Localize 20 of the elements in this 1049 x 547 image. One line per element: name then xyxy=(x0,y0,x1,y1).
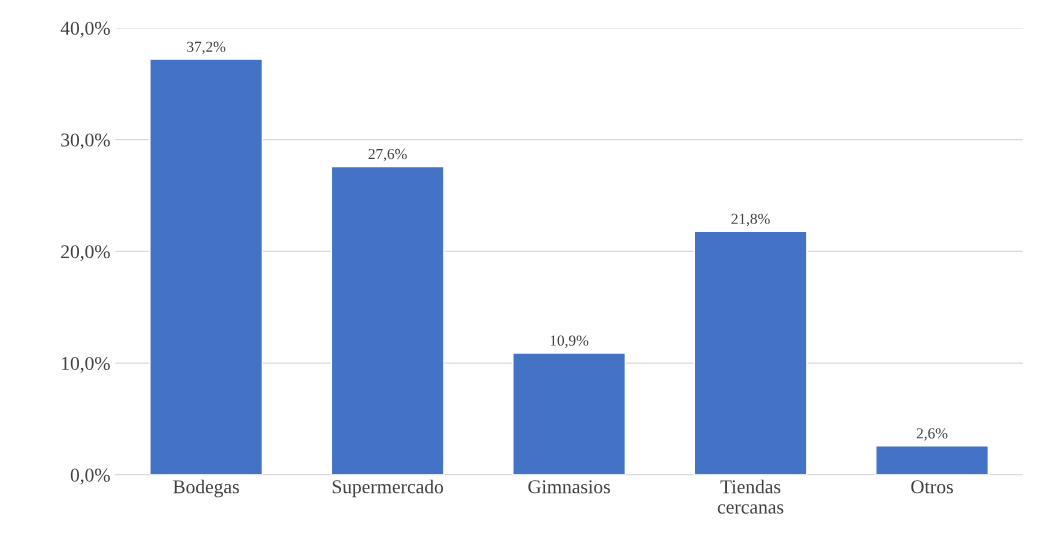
bar xyxy=(149,58,264,475)
data-label: 10,9% xyxy=(550,335,589,348)
bar xyxy=(330,165,445,475)
y-tick-label: 40,0% xyxy=(60,21,110,38)
data-label: 2,6% xyxy=(916,428,948,441)
x-tick-label: Tiendas cercanas xyxy=(717,479,784,514)
x-tick-label: Bodegas xyxy=(173,479,239,498)
x-tick-label: Supermercado xyxy=(332,479,444,498)
bar xyxy=(693,230,808,475)
y-tick-label: 30,0% xyxy=(61,133,110,150)
x-tick-label: Gimnasios xyxy=(528,480,610,494)
y-tick-label: 10,0% xyxy=(62,356,110,373)
x-tick-label: Otros xyxy=(911,480,953,494)
bar xyxy=(875,445,989,475)
data-label: 27,6% xyxy=(368,148,407,162)
y-tick-label: 0,0% xyxy=(70,468,110,485)
data-label: 21,8% xyxy=(731,213,770,227)
bar xyxy=(512,352,627,475)
y-tick-label: 20,0% xyxy=(61,245,110,262)
data-label: 37,2% xyxy=(187,41,226,55)
